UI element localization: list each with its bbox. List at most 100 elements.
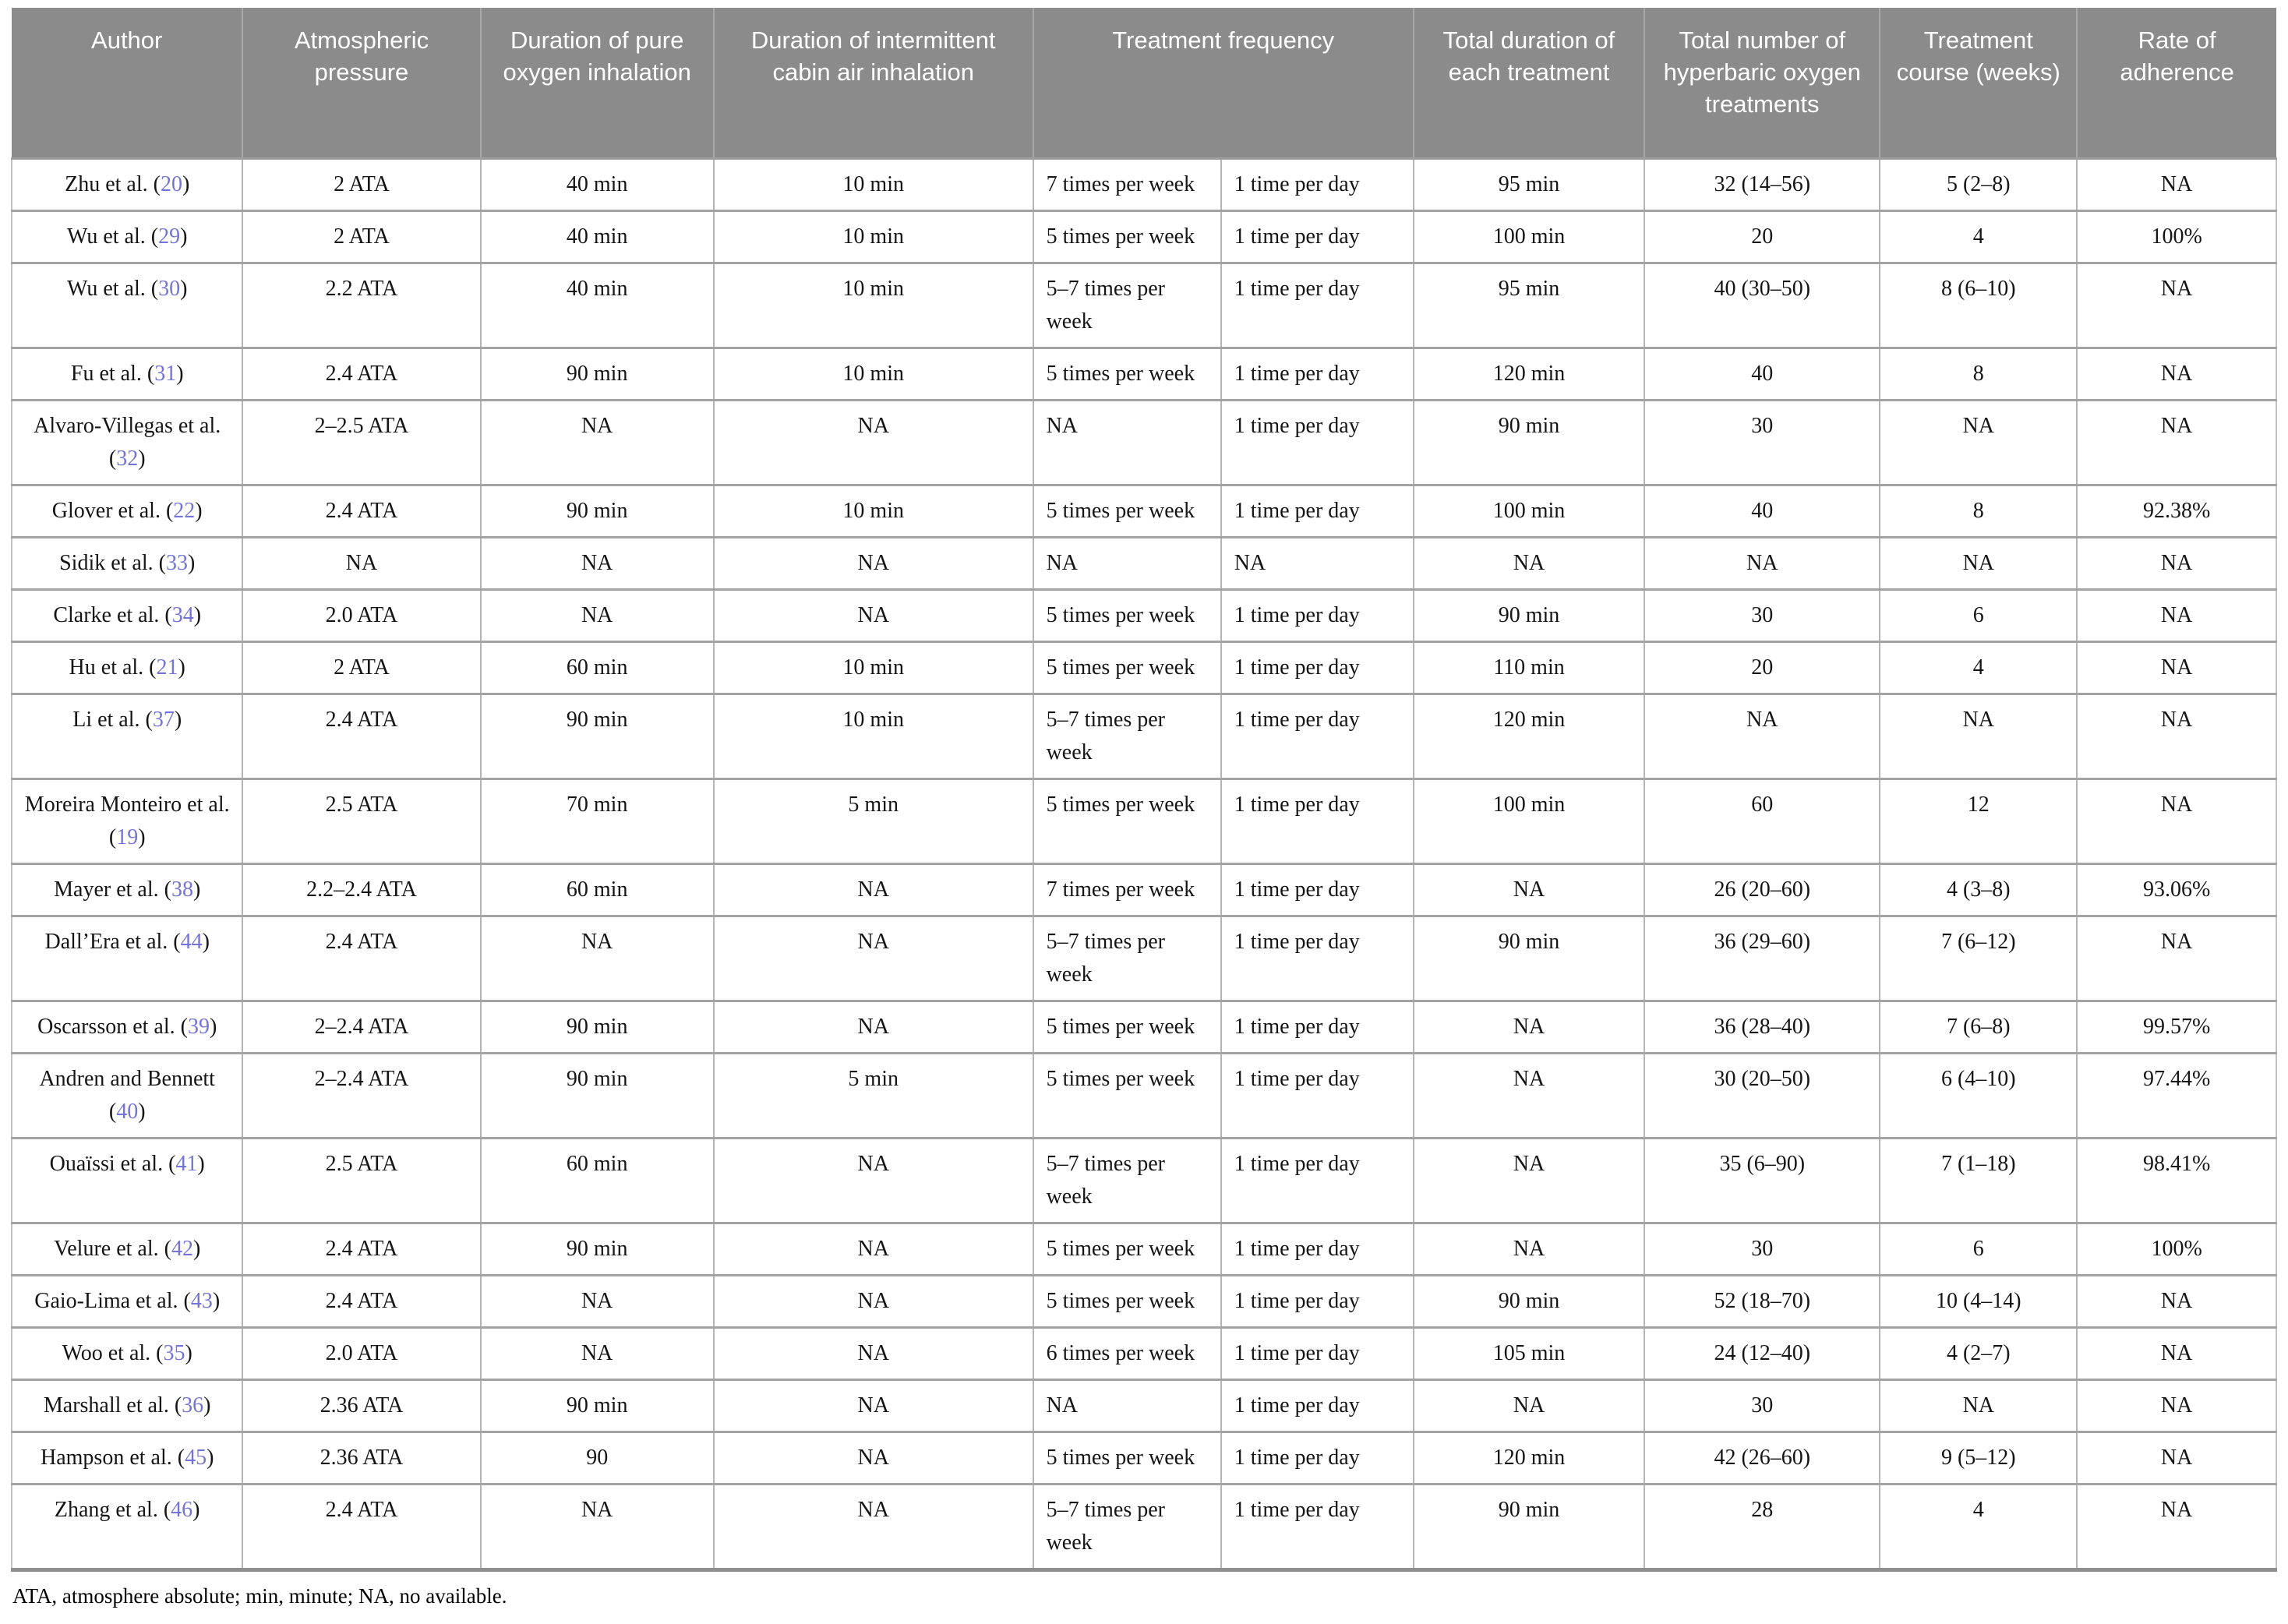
reference-link[interactable]: 42 xyxy=(171,1237,193,1261)
treatment-duration-cell: NA xyxy=(1412,1379,1646,1432)
pressure-cell: 2.4 ATA xyxy=(242,1222,482,1276)
reference-link[interactable]: 32 xyxy=(116,447,139,471)
treatment-course-cell: 7 (1–18) xyxy=(1879,1137,2078,1223)
oxygen-duration-cell: 60 min xyxy=(479,641,715,694)
author-cell: Marshall et al. (36) xyxy=(10,1379,244,1432)
total-treatments-cell: 40 (30–50) xyxy=(1644,262,1881,348)
frequency-per-day-cell: 1 time per day xyxy=(1220,915,1414,1001)
air-duration-cell: 10 min xyxy=(712,347,1034,401)
frequency-per-day-cell: 1 time per day xyxy=(1220,778,1414,864)
frequency-per-week-cell: 6 times per week xyxy=(1032,1326,1222,1380)
frequency-per-week-cell: NA xyxy=(1032,1379,1222,1432)
total-treatments-cell: 30 xyxy=(1644,1222,1881,1276)
reference-link[interactable]: 31 xyxy=(154,362,177,386)
pressure-cell: 2.0 ATA xyxy=(242,1326,482,1380)
treatment-course-cell: 7 (6–12) xyxy=(1879,915,2078,1001)
author-cell: Fu et al. (31) xyxy=(10,347,244,401)
col-header-atmospheric-pressure: Atmospheric pressure xyxy=(242,8,481,160)
pressure-cell: 2.4 ATA xyxy=(242,347,482,401)
frequency-per-week-cell: 5 times per week xyxy=(1032,1000,1222,1054)
table-row: Oscarsson et al. (39) 2–2.4 ATA 90 min NA 5 … xyxy=(10,1000,2277,1054)
oxygen-duration-cell: NA xyxy=(479,588,715,642)
reference-link[interactable]: 38 xyxy=(171,877,193,902)
oxygen-duration-cell: 40 min xyxy=(479,157,715,211)
reference-link[interactable]: 34 xyxy=(171,603,194,627)
frequency-per-week-cell: 5 times per week xyxy=(1032,641,1222,694)
adherence-cell: 100% xyxy=(2076,1222,2277,1276)
reference-link[interactable]: 45 xyxy=(185,1446,207,1470)
adherence-cell: NA xyxy=(2076,157,2277,211)
table-row: Zhang et al. (46) 2.4 ATA NA NA 5–7 times pe… xyxy=(10,1483,2277,1570)
oxygen-duration-cell: NA xyxy=(479,399,715,485)
treatment-duration-cell: NA xyxy=(1412,863,1646,916)
total-treatments-cell: 36 (28–40) xyxy=(1644,1000,1881,1054)
oxygen-duration-cell: 90 min xyxy=(479,1379,715,1432)
air-duration-cell: NA xyxy=(712,1137,1034,1223)
table-row: Mayer et al. (38) 2.2–2.4 ATA 60 min NA 7 ti… xyxy=(10,863,2277,916)
oxygen-duration-cell: NA xyxy=(479,915,715,1001)
reference-link[interactable]: 35 xyxy=(163,1341,185,1365)
reference-link[interactable]: 46 xyxy=(171,1498,193,1522)
adherence-cell: NA xyxy=(2076,1431,2277,1485)
hbot-studies-table: Author Atmospheric pressure Duration of … xyxy=(10,8,2277,1572)
total-treatments-cell: 20 xyxy=(1644,210,1881,263)
frequency-per-day-cell: 1 time per day xyxy=(1220,1431,1414,1485)
pressure-cell: 2.4 ATA xyxy=(242,915,482,1001)
reference-link[interactable]: 37 xyxy=(152,708,175,732)
treatment-duration-cell: NA xyxy=(1412,536,1646,590)
treatment-course-cell: 4 xyxy=(1879,641,2078,694)
author-cell: Moreira Monteiro et al. (19) xyxy=(10,778,244,864)
frequency-per-week-cell: 5 times per week xyxy=(1032,588,1222,642)
pressure-cell: NA xyxy=(242,536,482,590)
oxygen-duration-cell: 60 min xyxy=(479,1137,715,1223)
total-treatments-cell: 36 (29–60) xyxy=(1644,915,1881,1001)
air-duration-cell: 10 min xyxy=(712,210,1034,263)
pressure-cell: 2.2–2.4 ATA xyxy=(242,863,482,916)
frequency-per-day-cell: NA xyxy=(1220,536,1414,590)
treatment-course-cell: 4 (3–8) xyxy=(1879,863,2078,916)
oxygen-duration-cell: 90 min xyxy=(479,484,715,538)
total-treatments-cell: 60 xyxy=(1644,778,1881,864)
table-row: Wu et al. (29) 2 ATA 40 min 10 min 5 times p… xyxy=(10,210,2277,263)
treatment-duration-cell: 90 min xyxy=(1412,1274,1646,1328)
frequency-per-week-cell: 5–7 times per week xyxy=(1032,915,1222,1001)
adherence-cell: 99.57% xyxy=(2076,1000,2277,1054)
reference-link[interactable]: 19 xyxy=(116,825,139,849)
pressure-cell: 2 ATA xyxy=(242,641,482,694)
adherence-cell: NA xyxy=(2076,588,2277,642)
adherence-cell: 92.38% xyxy=(2076,484,2277,538)
reference-link[interactable]: 22 xyxy=(173,499,196,523)
oxygen-duration-cell: 40 min xyxy=(479,262,715,348)
table-row: Marshall et al. (36) 2.36 ATA 90 min NA NA 1 … xyxy=(10,1379,2277,1432)
reference-link[interactable]: 30 xyxy=(158,277,181,301)
reference-link[interactable]: 41 xyxy=(175,1152,198,1176)
treatment-duration-cell: 90 min xyxy=(1412,588,1646,642)
reference-link[interactable]: 44 xyxy=(180,930,203,954)
reference-link[interactable]: 29 xyxy=(158,224,181,249)
total-treatments-cell: 26 (20–60) xyxy=(1644,863,1881,916)
oxygen-duration-cell: 90 xyxy=(479,1431,715,1485)
air-duration-cell: NA xyxy=(712,1326,1034,1380)
reference-link[interactable]: 43 xyxy=(190,1289,213,1313)
frequency-per-week-cell: 5–7 times per week xyxy=(1032,262,1222,348)
air-duration-cell: 10 min xyxy=(712,693,1034,779)
author-cell: Clarke et al. (34) xyxy=(10,588,244,642)
reference-link[interactable]: 33 xyxy=(165,551,188,575)
reference-link[interactable]: 39 xyxy=(187,1015,210,1039)
pressure-cell: 2.5 ATA xyxy=(242,778,482,864)
adherence-cell: NA xyxy=(2076,641,2277,694)
table-row: Andren and Bennett (40) 2–2.4 ATA 90 min 5 … xyxy=(10,1052,2277,1139)
oxygen-duration-cell: NA xyxy=(479,536,715,590)
treatment-duration-cell: 120 min xyxy=(1412,1431,1646,1485)
frequency-per-day-cell: 1 time per day xyxy=(1220,262,1414,348)
reference-link[interactable]: 20 xyxy=(160,172,182,196)
reference-link[interactable]: 36 xyxy=(182,1393,204,1417)
frequency-per-week-cell: 7 times per week xyxy=(1032,157,1222,211)
treatment-duration-cell: 90 min xyxy=(1412,399,1646,485)
frequency-per-day-cell: 1 time per day xyxy=(1220,347,1414,401)
reference-link[interactable]: 21 xyxy=(156,655,178,680)
oxygen-duration-cell: NA xyxy=(479,1483,715,1570)
reference-link[interactable]: 40 xyxy=(116,1100,139,1124)
total-treatments-cell: 42 (26–60) xyxy=(1644,1431,1881,1485)
